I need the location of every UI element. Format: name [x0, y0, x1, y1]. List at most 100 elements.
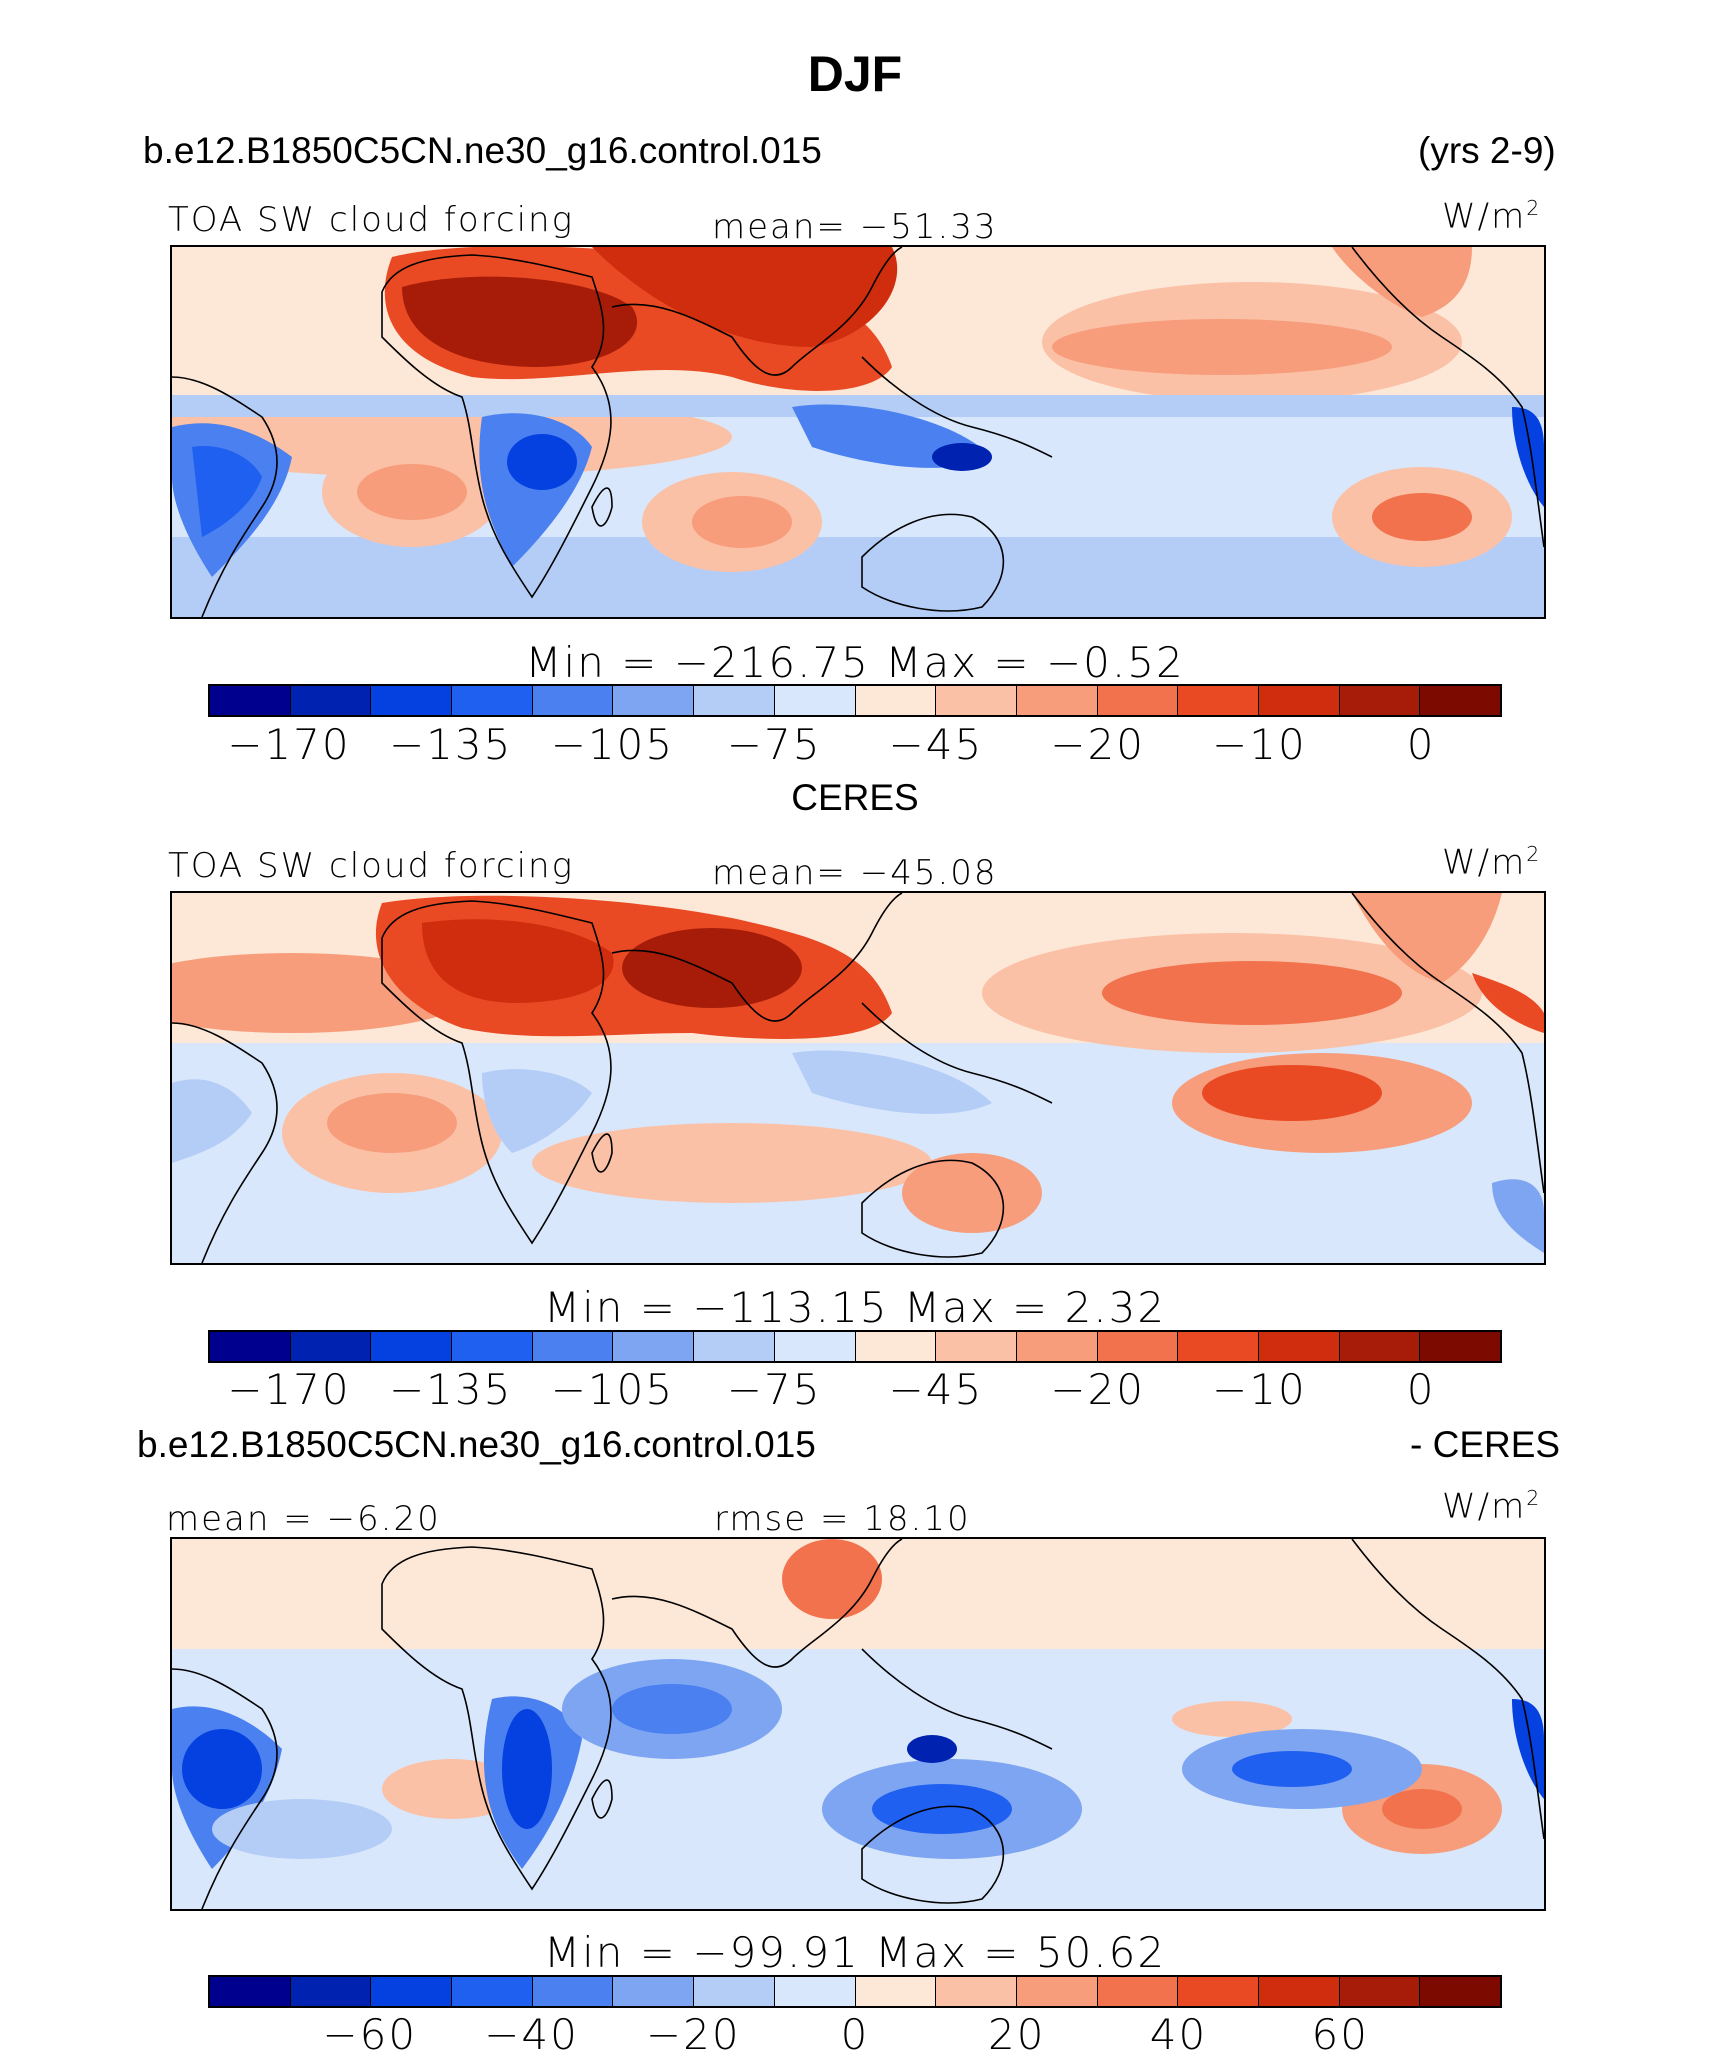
colorbar-tick-label: −45 — [888, 1365, 984, 1414]
panel3-mean: mean = −6.20 — [166, 1499, 441, 1539]
colorbar-tick-label: 0 — [1406, 720, 1436, 769]
panel3-map-svg — [172, 1539, 1544, 1909]
colorbar-swatch — [1097, 686, 1179, 715]
indian-core — [612, 1684, 732, 1734]
panel2-map — [170, 891, 1546, 1265]
panel1-mean-label: mean= — [712, 207, 847, 247]
colorbar-swatch — [1097, 1977, 1179, 2006]
colorbar-swatch — [774, 1977, 856, 2006]
panel2-mean-label: mean= — [712, 853, 847, 893]
colorbar-tick-label: −45 — [888, 720, 984, 769]
colorbar-swatch — [694, 686, 775, 715]
field-blob — [172, 397, 732, 477]
panel3-mean-label: mean = — [166, 1499, 314, 1539]
panel2-map-svg — [172, 893, 1544, 1263]
itcz-band — [172, 395, 1544, 417]
colorbar-swatch — [694, 1332, 775, 1361]
panel2-units-text: W/m — [1442, 842, 1527, 883]
panel1-mean: mean= −51.33 — [712, 207, 998, 247]
caribbean-blob — [1472, 973, 1544, 1033]
panel1-colorbar — [208, 684, 1502, 717]
colorbar-swatch — [1016, 1977, 1098, 2006]
colorbar-swatch — [855, 686, 937, 715]
panel1-min-value: −216.75 — [673, 638, 870, 687]
colorbar-swatch — [1178, 686, 1259, 715]
satl-core — [357, 464, 467, 520]
panel3-rmse-value: 18.10 — [863, 1499, 971, 1539]
spatl-blob — [212, 1799, 392, 1859]
colorbar-tick-label: −105 — [550, 1365, 675, 1414]
colorbar-swatch — [936, 1977, 1017, 2006]
colorbar-swatch — [1258, 1977, 1340, 2006]
panel3-units-exp: 2 — [1526, 1486, 1542, 1510]
arabia-core — [622, 928, 802, 1008]
southern-band — [172, 537, 1544, 617]
colorbar-swatch — [1016, 686, 1098, 715]
panel1-units: W/m2 — [1442, 196, 1541, 236]
colorbar-tick-label: −75 — [726, 1365, 822, 1414]
colorbar-tick-label: −135 — [388, 1365, 513, 1414]
panel3-min-label: Min = — [543, 1928, 677, 1977]
colorbar-swatch — [452, 686, 533, 715]
coastlines — [172, 1539, 1544, 1909]
colorbar-swatch — [371, 1332, 453, 1361]
colorbar-swatch — [1178, 1977, 1259, 2006]
colorbar-tick-label: 40 — [1149, 2010, 1208, 2059]
colorbar-swatch — [210, 686, 291, 715]
panel3-map — [170, 1537, 1546, 1911]
npac-core — [1052, 319, 1392, 375]
colorbar-swatch — [532, 1977, 614, 2006]
figure-title: DJF — [807, 46, 903, 102]
panel1-max-value: −0.52 — [1045, 638, 1185, 687]
spac-core — [1232, 1751, 1352, 1787]
colorbar-swatch — [613, 1332, 695, 1361]
colorbar-tick-label: −170 — [227, 720, 351, 769]
colorbar-swatch — [290, 686, 372, 715]
cpac-blob — [1172, 1701, 1292, 1737]
colorbar-swatch — [1258, 1332, 1340, 1361]
panel3-units: W/m2 — [1442, 1486, 1541, 1526]
colorbar-tick-label: 20 — [988, 2010, 1046, 2059]
samerica-core — [192, 446, 262, 537]
colorbar-tick-label: −20 — [1050, 720, 1145, 769]
colorbar-swatch — [371, 1977, 453, 2006]
samerica-core — [182, 1729, 262, 1809]
china-blob — [782, 1539, 882, 1619]
colorbar-swatch — [1420, 686, 1500, 715]
colorbar-swatch — [613, 686, 695, 715]
sind-core — [692, 496, 792, 548]
sahara-core — [422, 919, 614, 1003]
panel3-rmse: rmse = 18.10 — [714, 1499, 971, 1539]
colorbar-tick-label: 60 — [1311, 2010, 1369, 2059]
colorbar-tick-label: −20 — [645, 2010, 741, 2059]
sind-blob — [532, 1123, 932, 1203]
colorbar-tick-label: −10 — [1212, 720, 1307, 769]
colorbar-tick-label: −75 — [726, 720, 822, 769]
panel2-max-value: 2.32 — [1064, 1283, 1167, 1332]
panel1-case-label: b.e12.B1850C5CN.ne30_g16.control.015 — [143, 130, 822, 171]
colorbar-tick-label: −135 — [388, 720, 513, 769]
panel2-minmax: Min = −113.15 Max = 2.32 — [0, 1283, 1710, 1332]
colorbar-tick-label: −20 — [1050, 1365, 1145, 1414]
panel2-colorbar — [208, 1330, 1502, 1363]
namerica-blob — [1332, 247, 1472, 317]
panel1-max-label: Max = — [885, 638, 1031, 687]
colorbar-swatch — [1339, 686, 1421, 715]
panel2-variable-label: TOA SW cloud forcing — [168, 846, 574, 886]
panel1-map — [170, 245, 1546, 619]
panel2-min-label: Min = — [543, 1283, 677, 1332]
panel3-rmse-label: rmse = — [714, 1499, 851, 1539]
sepac-core — [1372, 493, 1472, 541]
panel1-min-label: Min = — [525, 638, 659, 687]
colorbar-swatch — [774, 686, 856, 715]
maritime-core — [932, 443, 992, 471]
coastlines — [172, 247, 1544, 617]
colorbar-tick-label: 0 — [1406, 1365, 1436, 1414]
asia-feature — [592, 247, 898, 347]
panel2-units: W/m2 — [1442, 842, 1541, 882]
panel2-max-label: Max = — [903, 1283, 1050, 1332]
coastlines — [172, 893, 1544, 1263]
colorbar-swatch — [290, 1332, 372, 1361]
colorbar-swatch — [210, 1332, 291, 1361]
colorbar-swatch — [452, 1977, 533, 2006]
